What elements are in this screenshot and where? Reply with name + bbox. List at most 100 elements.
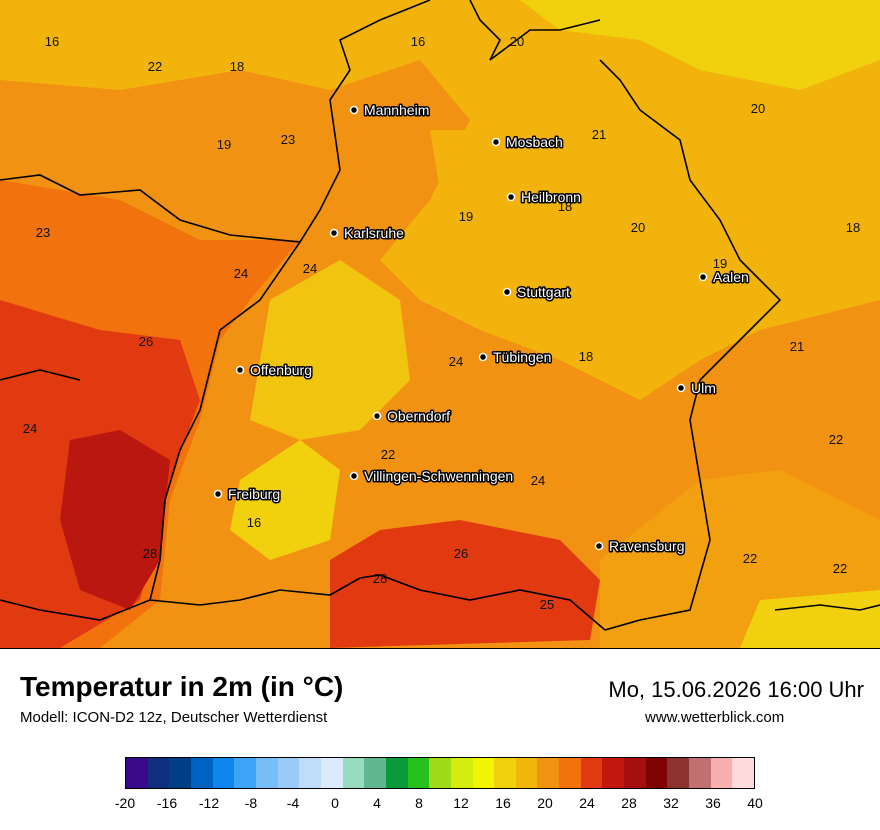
legend-swatch [169, 758, 191, 788]
temperature-value: 28 [373, 571, 387, 586]
legend-tick-label: 12 [453, 795, 469, 811]
city-label: Karlsruhe [344, 225, 404, 241]
alps-yellow [740, 590, 880, 648]
forecast-datetime: Mo, 15.06.2026 16:00 Uhr [608, 677, 864, 702]
state-borders [0, 0, 880, 631]
city-marker: Oberndorf [372, 407, 452, 426]
temperature-value: 20 [510, 34, 524, 49]
city-label: Aalen [713, 269, 749, 285]
temperature-value: 19 [459, 209, 473, 224]
city-marker: Stuttgart [502, 283, 572, 302]
legend-swatch [667, 758, 690, 788]
legend-swatch [689, 758, 711, 788]
city-label: Oberndorf [387, 408, 450, 424]
legend-swatch [277, 758, 300, 788]
legend-tick-label: -12 [198, 795, 220, 811]
cool-zone-blackforest [250, 260, 410, 440]
legend-tick-label: 8 [415, 795, 423, 811]
cool-zone-south [230, 440, 340, 560]
legend-tick-label: 28 [621, 795, 637, 811]
legend-tick-label: 4 [373, 795, 381, 811]
temperature-value: 24 [531, 473, 545, 488]
city-dot [491, 137, 501, 147]
city-label: Freiburg [228, 486, 280, 502]
city-label: Villingen-Schwenningen [364, 468, 513, 484]
city-marker: Ravensburg [594, 537, 686, 556]
temperature-value: 22 [148, 59, 162, 74]
legend-swatch [602, 758, 625, 788]
legend-swatch [624, 758, 646, 788]
temperature-value: 26 [454, 546, 468, 561]
city-dot [349, 105, 359, 115]
legend-tick-label: 16 [495, 795, 511, 811]
temperature-value: 22 [833, 561, 847, 576]
model-info: Modell: ICON-D2 12z, Deutscher Wetterdie… [20, 709, 328, 726]
temperature-value: 25 [540, 597, 554, 612]
city-marker: Mosbach [491, 133, 564, 152]
legend-swatch [732, 758, 755, 788]
temperature-value: 19 [713, 256, 727, 271]
legend-tick-label: 20 [537, 795, 553, 811]
temperature-value: 18 [579, 349, 593, 364]
legend-swatch [429, 758, 451, 788]
legend-swatch [126, 758, 148, 788]
legend-swatch [710, 758, 733, 788]
legend-swatch [320, 758, 343, 788]
cool-zone-center [430, 130, 780, 350]
legend-swatch [580, 758, 603, 788]
warm-zone-orange [0, 60, 880, 648]
legend-swatch [407, 758, 430, 788]
city-dot [329, 228, 339, 238]
city-marker: Karlsruhe [329, 224, 406, 243]
legend-swatch [494, 758, 516, 788]
legend-swatch [559, 758, 581, 788]
city-marker: Villingen-Schwenningen [349, 467, 515, 486]
city-dot [478, 352, 488, 362]
temperature-value: 24 [303, 261, 317, 276]
city-dot [676, 383, 686, 393]
legend-swatch [364, 758, 386, 788]
city-label: Heilbronn [521, 189, 581, 205]
city-dot [594, 541, 604, 551]
temperature-value: 24 [23, 421, 37, 436]
temperature-value: 28 [143, 546, 157, 561]
city-marker: Freiburg [213, 485, 282, 504]
footer: Temperatur in 2m (in °C) Modell: ICON-D2… [0, 649, 880, 830]
temperature-value: 18 [846, 220, 860, 235]
temperature-value: 22 [381, 447, 395, 462]
legend-tick-label: 0 [331, 795, 339, 811]
city-dot [349, 471, 359, 481]
city-marker: Mannheim [349, 101, 431, 120]
legend-tick-label: 36 [705, 795, 721, 811]
city-dot [502, 287, 512, 297]
website-link[interactable]: www.wetterblick.com [645, 709, 785, 726]
temperature-value: 16 [45, 34, 59, 49]
legend-swatch [385, 758, 408, 788]
temperature-value: 18 [230, 59, 244, 74]
temperature-values: 16 22 18 16 20 20 19 23 21 18 19 20 18 23 24 24 19 26 24 18… [23, 34, 860, 612]
legend-tick-label: 40 [747, 795, 763, 811]
city-markers: Mannheim Mosbach Heilbronn Karlsruhe Aalen St… [213, 101, 750, 556]
temperature-value: 18 [558, 199, 572, 214]
temperature-value: 21 [790, 339, 804, 354]
legend-swatch [450, 758, 473, 788]
city-dot [506, 192, 516, 202]
temperature-value: 19 [217, 137, 231, 152]
legend-swatch [537, 758, 560, 788]
city-marker: Tübingen [478, 348, 553, 367]
temperature-value: 22 [829, 432, 843, 447]
legend-ticks: -20 -16 -12 -8 -4 0 4 8 12 16 20 24 28 32 36 40 [115, 795, 763, 815]
legend-tick-label: 32 [663, 795, 679, 811]
temperature-value: 24 [449, 354, 463, 369]
temperature-value: 16 [411, 34, 425, 49]
temperature-value: 22 [743, 551, 757, 566]
legend-swatch [342, 758, 365, 788]
city-marker: Heilbronn [506, 188, 582, 207]
temperature-value: 26 [139, 334, 153, 349]
city-dot [213, 489, 223, 499]
temperature-value: 23 [36, 225, 50, 240]
city-dot [372, 411, 382, 421]
map-title: Temperatur in 2m (in °C) [20, 671, 344, 702]
legend-tick-label: -4 [286, 795, 300, 811]
legend-tick-label: 24 [579, 795, 595, 811]
